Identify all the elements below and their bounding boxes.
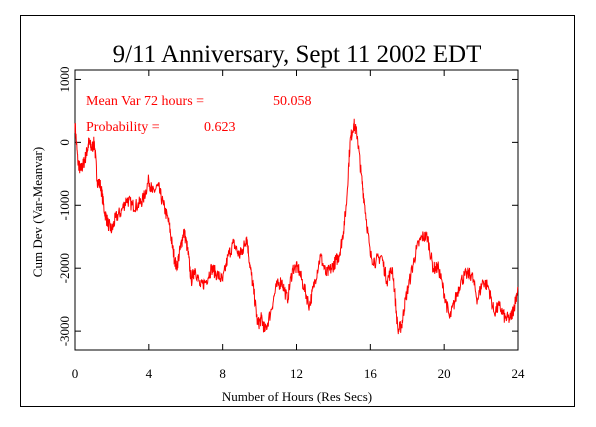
mean-var-annotation: Mean Var 72 hours = 50.058 — [86, 94, 312, 109]
mean-var-value: 50.058 — [273, 94, 312, 109]
chart-frame — [20, 15, 575, 407]
probability-annotation: Probability = 0.623 — [86, 120, 236, 135]
x-tick-label: 12 — [290, 366, 303, 381]
y-tick-label: -1000 — [57, 190, 72, 220]
mean-var-label: Mean Var 72 hours = — [86, 94, 204, 109]
x-tick-label: 4 — [146, 366, 153, 381]
probability-label: Probability = — [86, 120, 160, 135]
x-axis-label: Number of Hours (Res Secs) — [222, 389, 372, 404]
x-tick-label: 16 — [364, 366, 378, 381]
x-ticks: 0 4 8 12 16 20 24 — [72, 70, 525, 381]
y-tick-label: 0 — [57, 139, 72, 146]
y-ticks: 1000 0 -1000 -2000 -3000 — [57, 66, 518, 346]
x-tick-label: 20 — [438, 366, 451, 381]
x-tick-label: 24 — [512, 366, 526, 381]
probability-value: 0.623 — [204, 120, 236, 135]
y-tick-label: -2000 — [57, 253, 72, 283]
y-axis-label: Cum Dev (Var-Meanvar) — [30, 147, 45, 277]
chart-title: 9/11 Anniversary, Sept 11 2002 EDT — [113, 41, 482, 68]
cum-dev-line — [74, 118, 519, 335]
y-tick-label: 1000 — [57, 66, 72, 92]
x-tick-label: 0 — [72, 366, 79, 381]
y-tick-label: -3000 — [57, 316, 72, 346]
x-tick-label: 8 — [219, 366, 226, 381]
